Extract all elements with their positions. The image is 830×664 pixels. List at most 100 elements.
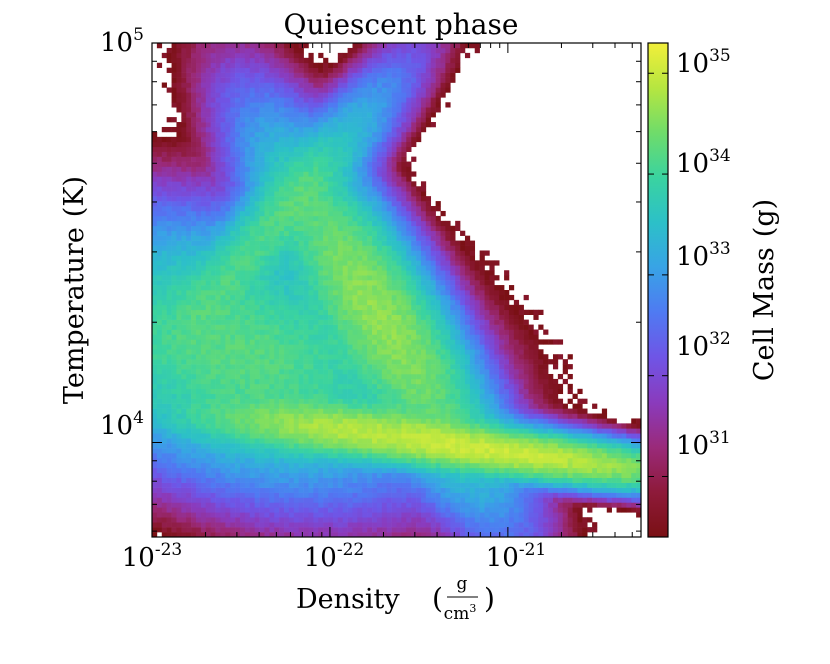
heatmap-cell [323,102,329,108]
heatmap-cell [313,462,319,469]
heatmap-cell [391,457,397,464]
heatmap-cell [293,57,299,64]
heatmap-cell [181,47,187,54]
heatmap-cell [156,304,163,311]
heatmap-cell [332,107,339,113]
heatmap-cell [205,136,211,143]
heatmap-cell [191,373,197,380]
heatmap-cell [191,304,197,311]
heatmap-cell [264,186,270,192]
heatmap-cell [235,487,241,493]
heatmap-cell [225,487,231,493]
heatmap-cell [220,215,226,222]
heatmap-cell [161,334,167,340]
heatmap-cell [376,373,383,380]
heatmap-cell [323,453,329,459]
heatmap-cell [318,428,324,434]
heatmap-cell [318,141,324,148]
heatmap-cell [323,72,329,78]
heatmap-cell [156,428,163,434]
heatmap-cell [200,294,207,301]
heatmap-cell [210,230,216,236]
heatmap-cell [318,112,324,118]
heatmap-cell [249,517,255,523]
heatmap-cell [357,502,363,508]
heatmap-cell [279,443,285,449]
heatmap-cell [156,408,163,414]
heatmap-cell [235,324,241,330]
heatmap-cell [215,502,221,508]
heatmap-cell [308,191,314,197]
heatmap-cell [254,117,260,123]
heatmap-cell [161,329,167,335]
heatmap-cell [259,467,265,474]
heatmap-cell [254,408,260,414]
heatmap-cell [298,369,304,375]
heatmap-cell [284,448,290,454]
heatmap-cell [396,151,402,157]
heatmap-cell [318,97,324,103]
heatmap-cell [235,457,241,464]
heatmap-cell [230,398,236,404]
heatmap-cell [254,72,260,78]
heatmap-cell [318,176,324,182]
heatmap-cell [215,67,221,73]
heatmap-cell [337,423,344,429]
heatmap-cell [362,146,368,152]
heatmap-cell [269,428,275,434]
heatmap-cell [210,117,216,123]
heatmap-cell [259,428,265,434]
heatmap-cell [171,408,177,414]
heatmap-cell [225,240,231,246]
heatmap-cell [200,210,207,217]
heatmap-cell [244,57,251,64]
heatmap-cell [181,280,187,286]
heatmap-cell [269,92,275,98]
heatmap-cell [298,314,304,320]
heatmap-cell [323,151,329,157]
heatmap-cell [244,457,251,464]
heatmap-cell [328,369,334,375]
heatmap-cell [225,136,231,143]
heatmap-cell [176,166,182,172]
heatmap-cell [332,201,339,207]
heatmap-cell [367,373,373,380]
heatmap-cell [230,477,236,483]
heatmap-cell [244,507,251,513]
heatmap-cell [372,290,378,296]
heatmap-cell [367,181,373,187]
heatmap-cell [181,457,187,464]
heatmap-cell [323,225,329,232]
heatmap-cell [279,201,285,207]
heatmap-cell [186,92,192,98]
heatmap-cell [332,443,339,449]
heatmap-cell [288,364,295,370]
heatmap-cell [176,522,182,528]
heatmap-cell [215,309,221,315]
heatmap-cell [191,329,197,335]
heatmap-cell [210,319,216,325]
heatmap-cell [200,477,207,483]
heatmap-cell [279,532,285,538]
heatmap-cell [332,285,339,291]
heatmap-cell [205,492,211,498]
heatmap-cell [249,393,255,399]
heatmap-cell [215,344,221,350]
heatmap-cell [171,52,177,59]
heatmap-cell [386,245,392,251]
heatmap-cell [352,171,358,177]
heatmap-cell [196,314,202,320]
heatmap-cell [225,47,231,54]
heatmap-cell [152,245,158,251]
heatmap-cell [362,443,368,449]
heatmap-cell [391,196,397,202]
heatmap-cell [308,467,314,474]
heatmap-cell [347,230,353,236]
heatmap-cell [318,344,324,350]
heatmap-cell [196,280,202,286]
heatmap-cell [196,319,202,325]
heatmap-cell [235,280,241,286]
heatmap-cell [298,477,304,483]
heatmap-cell [249,304,255,311]
heatmap-cell [386,443,392,449]
